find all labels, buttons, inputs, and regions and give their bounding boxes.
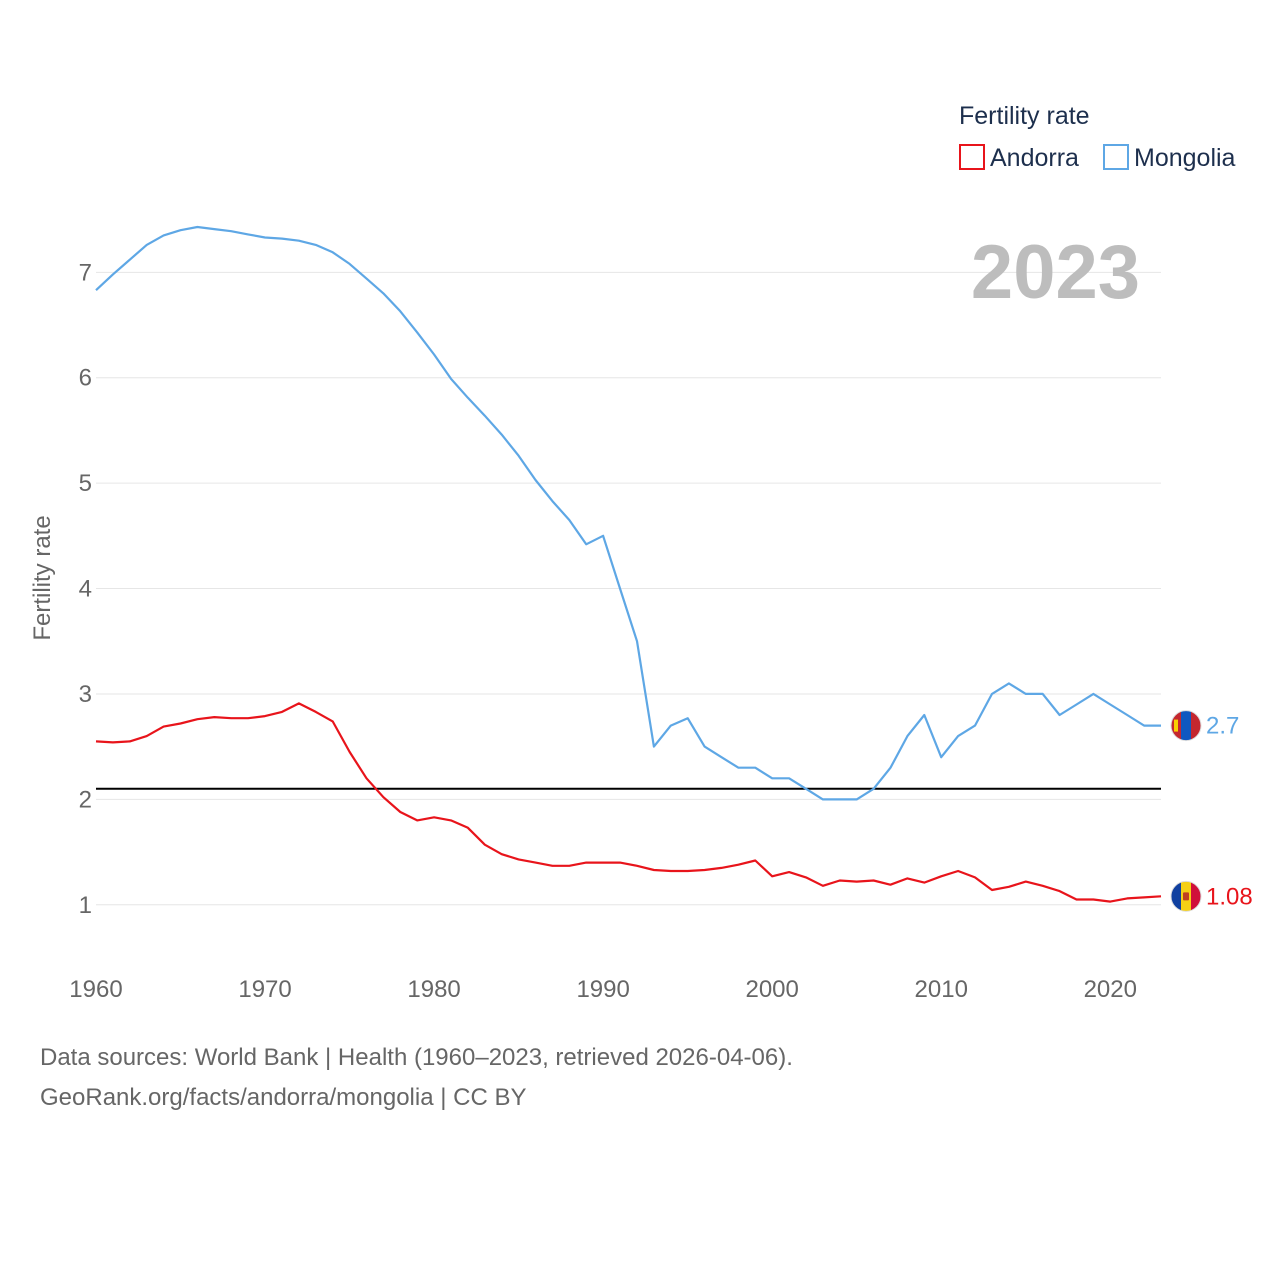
legend-label-mongolia: Mongolia	[1134, 144, 1236, 172]
x-tick-2000: 2000	[745, 976, 798, 1003]
legend-item-andorra[interactable]: Andorra	[959, 144, 1079, 172]
y-tick-7: 7	[79, 259, 92, 286]
mongolia-flag-icon	[1170, 710, 1202, 742]
y-tick-1: 1	[79, 892, 92, 919]
footer-attribution[interactable]: GeoRank.org/facts/andorra/mongolia | CC …	[40, 1084, 527, 1111]
y-tick-4: 4	[79, 576, 92, 603]
andorra-flag-icon	[1170, 880, 1202, 912]
legend-item-mongolia[interactable]: Mongolia	[1103, 144, 1236, 172]
x-tick-2020: 2020	[1084, 976, 1137, 1003]
x-tick-1990: 1990	[576, 976, 629, 1003]
grid-lines	[96, 271, 1161, 906]
y-tick-3: 3	[79, 681, 92, 708]
x-tick-1980: 1980	[407, 976, 460, 1003]
x-tick-2010: 2010	[915, 976, 968, 1003]
legend-label-andorra: Andorra	[990, 144, 1079, 172]
y-tick-2: 2	[79, 786, 92, 813]
y-tick-6: 6	[79, 365, 92, 392]
y-tick-5: 5	[79, 470, 92, 497]
x-tick-labels: 1960 1970 1980 1990 2000 2010 2020	[69, 976, 1137, 1003]
legend-swatch-andorra	[959, 144, 985, 170]
y-axis-title: Fertility rate	[29, 515, 56, 640]
end-label-andorra: 1.08	[1206, 883, 1253, 910]
end-label-mongolia: 2.7	[1206, 713, 1239, 740]
footer-sources: Data sources: World Bank | Health (1960–…	[40, 1044, 793, 1071]
end-markers: 1.08 2.7	[1170, 710, 1253, 912]
y-tick-labels: 1 2 3 4 5 6 7	[79, 259, 92, 918]
legend-title: Fertility rate	[959, 102, 1090, 130]
legend: Fertility rate Andorra Mongolia	[959, 102, 1236, 172]
x-tick-1970: 1970	[238, 976, 291, 1003]
series-lines	[95, 225, 1162, 903]
year-label: 2023	[971, 230, 1140, 315]
x-tick-1960: 1960	[69, 976, 122, 1003]
series-line-mongolia[interactable]	[95, 225, 1161, 801]
fertility-rate-chart: 1 2 3 4 5 6 7 1960 1970 1980 1990 2000 2010 2020 1.0…	[29, 102, 1253, 1003]
legend-swatch-mongolia	[1103, 144, 1129, 170]
series-line-andorra[interactable]	[95, 702, 1162, 903]
